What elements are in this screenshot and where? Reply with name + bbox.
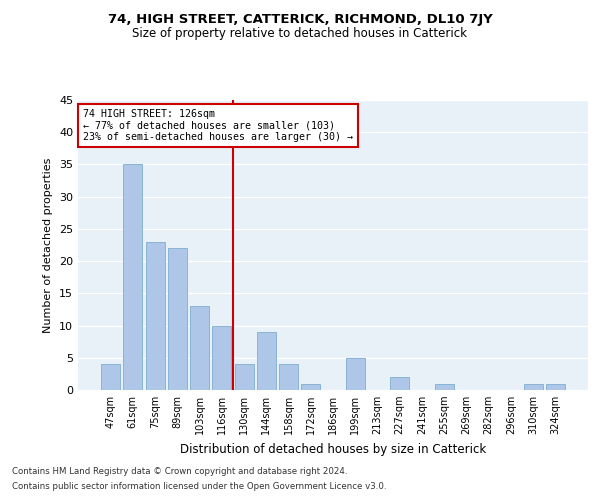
Bar — [235, 364, 254, 390]
Text: 74, HIGH STREET, CATTERICK, RICHMOND, DL10 7JY: 74, HIGH STREET, CATTERICK, RICHMOND, DL… — [107, 12, 493, 26]
Bar — [390, 377, 409, 390]
Bar — [212, 326, 231, 390]
Bar — [124, 164, 142, 390]
Bar — [146, 242, 164, 390]
Bar — [190, 306, 209, 390]
Text: Contains public sector information licensed under the Open Government Licence v3: Contains public sector information licen… — [12, 482, 386, 491]
Text: Size of property relative to detached houses in Catterick: Size of property relative to detached ho… — [133, 28, 467, 40]
Text: Contains HM Land Registry data © Crown copyright and database right 2024.: Contains HM Land Registry data © Crown c… — [12, 467, 347, 476]
Bar — [301, 384, 320, 390]
Bar — [101, 364, 120, 390]
Bar — [279, 364, 298, 390]
Bar — [257, 332, 276, 390]
Bar — [524, 384, 542, 390]
Y-axis label: Number of detached properties: Number of detached properties — [43, 158, 53, 332]
Text: 74 HIGH STREET: 126sqm
← 77% of detached houses are smaller (103)
23% of semi-de: 74 HIGH STREET: 126sqm ← 77% of detached… — [83, 108, 353, 142]
Bar — [435, 384, 454, 390]
Bar — [546, 384, 565, 390]
X-axis label: Distribution of detached houses by size in Catterick: Distribution of detached houses by size … — [180, 442, 486, 456]
Bar — [168, 248, 187, 390]
Bar — [346, 358, 365, 390]
